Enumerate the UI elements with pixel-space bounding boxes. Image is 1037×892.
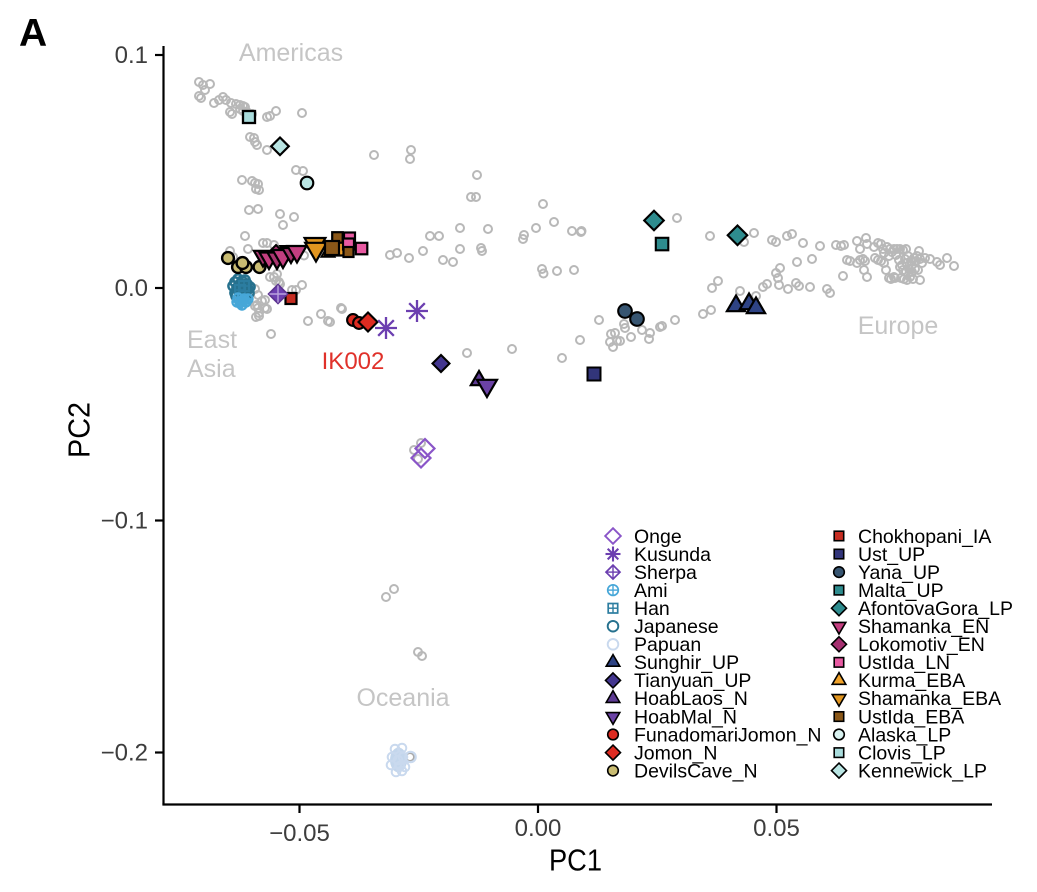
svg-text:Kusunda: Kusunda xyxy=(634,544,711,566)
svg-text:UstIda_EBA: UstIda_EBA xyxy=(858,706,964,728)
svg-text:0.0: 0.0 xyxy=(115,275,148,302)
svg-text:−0.2: −0.2 xyxy=(101,740,148,767)
svg-text:IK002: IK002 xyxy=(322,348,385,375)
svg-text:Lokomotiv_EN: Lokomotiv_EN xyxy=(858,634,985,656)
svg-text:East: East xyxy=(187,326,237,354)
svg-text:Sherpa: Sherpa xyxy=(634,562,697,584)
svg-text:0.05: 0.05 xyxy=(753,815,800,842)
svg-text:Clovis_LP: Clovis_LP xyxy=(858,742,946,764)
svg-text:0.00: 0.00 xyxy=(515,815,562,842)
svg-text:Chokhopani_IA: Chokhopani_IA xyxy=(858,526,991,548)
svg-text:PC1: PC1 xyxy=(549,843,602,878)
svg-text:Ust_UP: Ust_UP xyxy=(858,544,925,566)
svg-text:PC2: PC2 xyxy=(62,402,97,458)
svg-text:UstIda_LN: UstIda_LN xyxy=(858,652,950,674)
svg-text:Onge: Onge xyxy=(634,526,682,548)
svg-text:Japanese: Japanese xyxy=(634,616,719,638)
svg-text:Asia: Asia xyxy=(187,355,236,383)
svg-text:Alaska_LP: Alaska_LP xyxy=(858,724,951,746)
svg-text:Ami: Ami xyxy=(634,580,668,602)
svg-text:−0.05: −0.05 xyxy=(269,820,330,847)
svg-text:AfontovaGora_LP: AfontovaGora_LP xyxy=(858,598,1013,620)
svg-text:HoabLaos_N: HoabLaos_N xyxy=(634,688,748,710)
svg-text:A: A xyxy=(19,12,47,55)
svg-text:Papuan: Papuan xyxy=(634,634,701,656)
svg-text:DevilsCave_N: DevilsCave_N xyxy=(634,760,758,782)
svg-text:−0.1: −0.1 xyxy=(101,508,148,535)
svg-text:Han: Han xyxy=(634,598,670,620)
svg-text:0.1: 0.1 xyxy=(115,42,148,69)
svg-text:Europe: Europe xyxy=(858,312,939,340)
svg-text:Yana_UP: Yana_UP xyxy=(858,562,940,584)
svg-text:Shamanka_EBA: Shamanka_EBA xyxy=(858,688,1001,710)
svg-text:Oceania: Oceania xyxy=(356,684,449,712)
svg-text:HoabMal_N: HoabMal_N xyxy=(634,706,737,728)
svg-text:Shamanka_EN: Shamanka_EN xyxy=(858,616,989,638)
svg-text:FunadomariJomon_N: FunadomariJomon_N xyxy=(634,724,822,746)
svg-text:Jomon_N: Jomon_N xyxy=(634,742,717,764)
svg-text:Americas: Americas xyxy=(239,39,343,67)
svg-text:Kennewick_LP: Kennewick_LP xyxy=(858,760,987,782)
svg-text:Kurma_EBA: Kurma_EBA xyxy=(858,670,965,692)
svg-text:Malta_UP: Malta_UP xyxy=(858,580,944,602)
svg-text:Sunghir_UP: Sunghir_UP xyxy=(634,652,739,674)
svg-text:Tianyuan_UP: Tianyuan_UP xyxy=(634,670,751,692)
